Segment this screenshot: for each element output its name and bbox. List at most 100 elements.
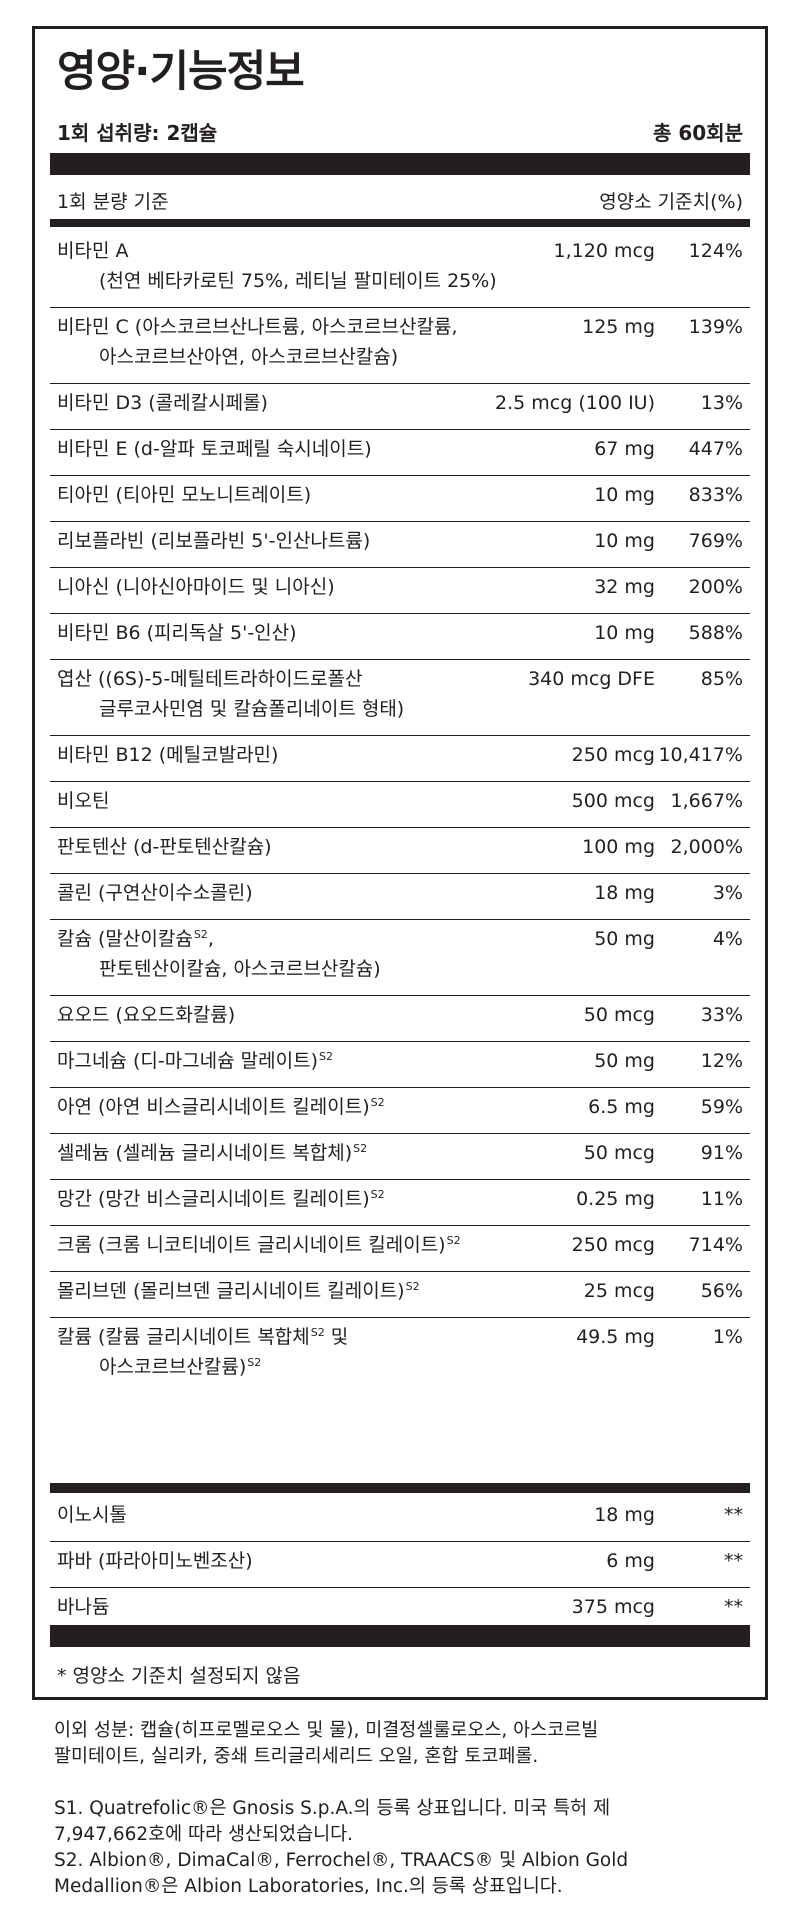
row-divider	[50, 383, 750, 384]
row-divider	[50, 1271, 750, 1272]
nutrient-name-text: 비오틴	[57, 790, 110, 812]
nutrient-daily-value: 200%	[688, 576, 743, 598]
footnote-s2-line-2: Medallion®은 Albion Laboratories, Inc.의 등…	[54, 1876, 563, 1897]
nutrient-amount: 250 mcg	[571, 1234, 655, 1256]
nutrient-daily-value: 59%	[700, 1096, 743, 1118]
nutrient-name: 몰리브덴 (몰리브덴 글리시네이트 킬레이트)S2	[57, 1276, 420, 1306]
nutrient-name-text: 콜린 (구연산이수소콜린)	[57, 882, 253, 904]
row-divider	[50, 521, 750, 522]
nutrient-daily-value: 769%	[688, 530, 743, 552]
row-divider	[50, 1225, 750, 1226]
row-divider	[50, 1041, 750, 1042]
nutrient-amount: 0.25 mg	[576, 1188, 655, 1210]
nutrient-daily-value: **	[724, 1550, 743, 1572]
nutrient-name: 리보플라빈 (리보플라빈 5'-인산나트륨)	[57, 526, 370, 556]
nutrient-amount: 10 mg	[594, 622, 655, 644]
nutrient-name: 마그네슘 (디-마그네슘 말레이트)S2	[57, 1046, 333, 1076]
thick-divider-header	[50, 219, 750, 227]
row-divider	[50, 1179, 750, 1180]
nutrient-name: 칼슘 (말산이칼슘S2,	[57, 924, 214, 954]
nutrient-name: 비타민 B6 (피리독살 5'-인산)	[57, 618, 297, 648]
row-divider	[50, 827, 750, 828]
row-divider	[50, 1087, 750, 1088]
nutrient-name: 비타민 A	[57, 236, 128, 266]
nutrient-name-text: 엽산 ((6S)-5-메틸테트라하이드로폴산	[57, 668, 363, 690]
row-divider	[50, 1133, 750, 1134]
nutrient-amount: 250 mcg	[571, 744, 655, 766]
nutrient-name-text: 크롬 (크롬 니코티네이트 글리시네이트 킬레이트)	[57, 1234, 446, 1256]
nutrient-amount: 50 mg	[594, 928, 655, 950]
nutrient-name: 셀레늄 (셀레늄 글리시네이트 복합체)S2	[57, 1138, 367, 1168]
nutrient-daily-value: 4%	[712, 928, 743, 950]
nutrient-name: 비타민 E (d-알파 토코페릴 숙시네이트)	[57, 434, 372, 464]
nutrient-amount: 32 mg	[594, 576, 655, 598]
nutrient-source-text: 글루코사민염 및 칼슘폴리네이트 형태)	[99, 698, 405, 720]
row-divider	[50, 613, 750, 614]
nutrient-name-tail: 및	[324, 1326, 349, 1348]
footnote-marker: S2	[370, 1187, 385, 1201]
footnote-marker: S2	[247, 1355, 262, 1369]
nutrient-name-text: 비타민 A	[57, 240, 129, 262]
nutrient-name-text: 이노시톨	[57, 1504, 127, 1526]
row-divider	[50, 1317, 750, 1318]
nutrient-name: 판토텐산 (d-판토텐산칼슘)	[57, 832, 272, 862]
nutrient-amount: 6.5 mg	[588, 1096, 655, 1118]
footnote-s1-line-2: 7,947,662호에 따라 생산되었습니다.	[54, 1824, 354, 1845]
row-divider	[50, 919, 750, 920]
nutrient-amount: 50 mcg	[583, 1142, 655, 1164]
nutrient-name-text: 요오드 (요오드화칼륨)	[57, 1004, 236, 1026]
nutrient-source: (천연 베타카로틴 75%, 레티닐 팔미테이트 25%)	[99, 266, 497, 296]
nutrient-amount: 50 mcg	[583, 1004, 655, 1026]
nutrient-daily-value: 13%	[700, 392, 743, 414]
nutrient-amount: 18 mg	[594, 882, 655, 904]
nutrient-source-text: 아스코르브산아연, 아스코르브산칼슘)	[99, 346, 399, 368]
nutrient-name-text: 망간 (망간 비스글리시네이트 킬레이트)	[57, 1188, 370, 1210]
nutrient-amount: 125 mg	[582, 316, 655, 338]
nutrient-source: 판토텐산이칼슘, 아스코르브산칼슘)	[99, 954, 381, 984]
nutrient-daily-value: 56%	[700, 1280, 743, 1302]
footnote-s2-line-1: S2. Albion®, DimaCal®, Ferrochel®, TRAAC…	[54, 1850, 629, 1871]
basis-header: 1회 분량 기준	[57, 191, 169, 213]
nutrient-name: 콜린 (구연산이수소콜린)	[57, 878, 253, 908]
nutrient-source-text: (천연 베타카로틴 75%, 레티닐 팔미테이트 25%)	[99, 270, 497, 292]
nutrient-name: 파바 (파라아미노벤조산)	[57, 1546, 253, 1576]
servings-per-container: 총 60회분	[653, 121, 743, 145]
nutrient-daily-value: 12%	[700, 1050, 743, 1072]
footnote-marker: S2	[193, 927, 208, 941]
nutrient-name-text: 몰리브덴 (몰리브덴 글리시네이트 킬레이트)	[57, 1280, 405, 1302]
nutrient-daily-value: 139%	[688, 316, 743, 338]
nutrient-name-text: 마그네슘 (디-마그네슘 말레이트)	[57, 1050, 319, 1072]
nutrient-name-text: 비타민 D3 (콜레칼시페롤)	[57, 392, 268, 414]
nutrient-amount: 18 mg	[594, 1504, 655, 1526]
nutrient-daily-value: 447%	[688, 438, 743, 460]
nutrient-amount: 100 mg	[582, 836, 655, 858]
nutrient-name-text: 셀레늄 (셀레늄 글리시네이트 복합체)	[57, 1142, 353, 1164]
nutrient-daily-value: 3%	[712, 882, 743, 904]
nutrient-name-text: 비타민 C (아스코르브산나트륨, 아스코르브산칼륨,	[57, 316, 458, 338]
nutrient-daily-value: 124%	[688, 240, 743, 262]
nutrient-name-text: 파바 (파라아미노벤조산)	[57, 1550, 253, 1572]
row-divider	[50, 307, 750, 308]
nutrient-amount: 10 mg	[594, 530, 655, 552]
nutrient-name: 망간 (망간 비스글리시네이트 킬레이트)S2	[57, 1184, 385, 1214]
dv-not-established-note: * 영양소 기준치 설정되지 않음	[57, 1665, 301, 1687]
nutrient-amount: 50 mg	[594, 1050, 655, 1072]
nutrient-daily-value: 85%	[700, 668, 743, 690]
nutrient-name: 바나듐	[57, 1592, 109, 1622]
row-divider	[50, 735, 750, 736]
nutrient-daily-value: 10,417%	[658, 744, 743, 766]
nutrient-amount: 10 mg	[594, 484, 655, 506]
thick-divider-bottom	[50, 1625, 750, 1647]
nutrient-amount: 6 mg	[606, 1550, 655, 1572]
row-divider	[50, 1541, 750, 1542]
row-divider	[50, 995, 750, 996]
footnote-marker: S2	[310, 1325, 325, 1339]
nutrient-name: 티아민 (티아민 모노니트레이트)	[57, 480, 311, 510]
nutrient-daily-value: 1%	[712, 1326, 743, 1348]
nutrient-amount: 25 mcg	[583, 1280, 655, 1302]
nutrient-daily-value: 91%	[700, 1142, 743, 1164]
nutrient-name: 아연 (아연 비스글리시네이트 킬레이트)S2	[57, 1092, 385, 1122]
row-divider	[50, 567, 750, 568]
row-divider	[50, 1587, 750, 1588]
nutrition-facts-panel: 영양·기능정보 1회 섭취량: 2캡슐 총 60회분 1회 분량 기준 영양소 …	[32, 26, 768, 1700]
